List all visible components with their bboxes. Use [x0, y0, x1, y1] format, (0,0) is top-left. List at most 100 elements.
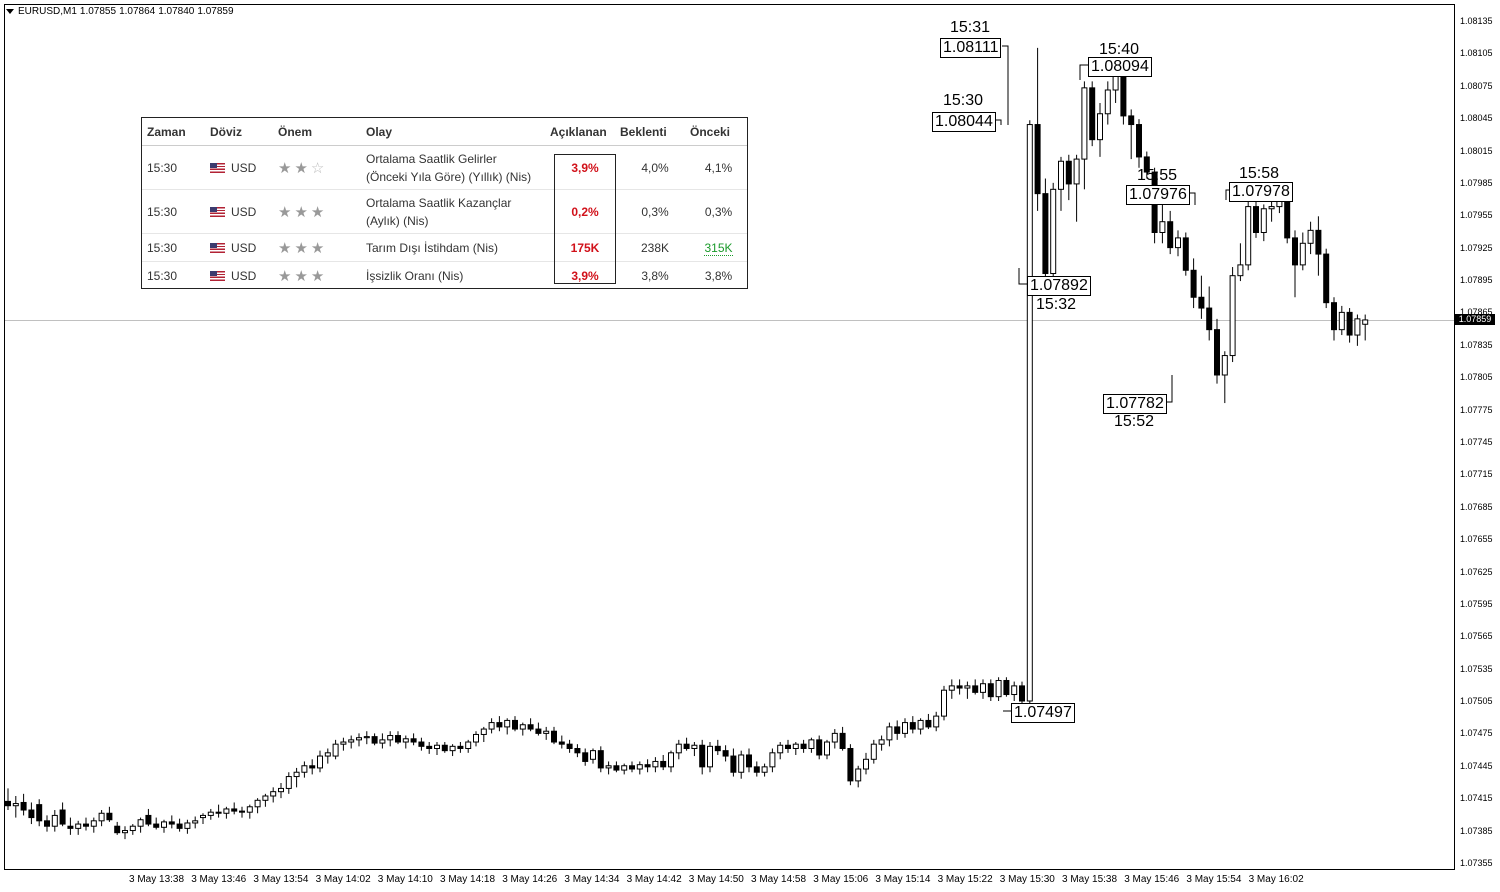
candle-body	[808, 739, 815, 749]
candle	[863, 752, 869, 775]
candle-body	[270, 791, 277, 797]
candle	[239, 806, 245, 818]
time-tick-label: 3 May 14:02	[315, 874, 371, 885]
candle-body	[746, 754, 752, 768]
candle	[480, 726, 487, 743]
event-time: 15:30	[142, 145, 210, 190]
candle-body	[629, 765, 635, 770]
candle-body	[98, 812, 105, 822]
candle	[746, 748, 752, 773]
event-currency: USD	[210, 233, 278, 262]
event-forecast: 238K	[620, 233, 690, 262]
star-icon: ★	[310, 267, 325, 285]
price-tick-label: 1.08075	[1460, 80, 1493, 91]
candle	[629, 761, 635, 773]
candle	[301, 761, 308, 778]
candle	[1346, 308, 1353, 343]
candle	[769, 748, 776, 773]
candle	[137, 817, 144, 833]
candle-body	[1143, 156, 1150, 173]
event-name[interactable]: Ortalama Saatlik Kazançlar (Aylık) (Nis)	[366, 189, 550, 234]
time-tick-label: 3 May 13:46	[191, 874, 247, 885]
table-row: 15:30 USD ★ ★ ☆ Ortalama Saatlik Gelirler(…	[142, 145, 747, 190]
candle	[574, 744, 581, 758]
candle	[1229, 267, 1236, 363]
event-previous: 3,8%	[704, 268, 733, 283]
chart-frame	[4, 4, 1455, 870]
candle	[246, 804, 253, 819]
price-tick-label: 1.07685	[1460, 501, 1493, 512]
col-header-forecast: Beklenti	[620, 118, 690, 146]
candle-body	[902, 722, 908, 734]
candle	[59, 802, 66, 827]
candle-body	[1104, 89, 1111, 115]
candle-body	[309, 765, 316, 769]
candle-body	[434, 744, 440, 749]
candle	[972, 679, 979, 695]
candle	[348, 735, 355, 749]
price-tick-label: 1.08045	[1460, 113, 1493, 124]
candle	[1221, 351, 1228, 404]
candle-body	[995, 679, 1002, 698]
event-time: 15:30	[142, 233, 210, 262]
candle-body	[122, 830, 128, 834]
annotation-time: 15:30	[943, 92, 984, 109]
chart-menu-triangle-icon[interactable]	[6, 8, 14, 14]
candle-body	[1058, 160, 1064, 190]
annotation-connector	[1018, 268, 1027, 285]
candle-body	[824, 741, 830, 756]
candle	[894, 720, 901, 740]
candle	[1097, 102, 1103, 157]
candle	[714, 739, 721, 755]
candle	[434, 742, 440, 755]
event-actual: 3,9%	[571, 268, 599, 283]
candle-body	[597, 750, 604, 769]
event-name[interactable]: İşsizlik Oranı (Nis)	[366, 268, 464, 283]
candle-body	[504, 719, 511, 728]
candle-body	[137, 819, 144, 827]
candle	[980, 679, 986, 699]
table-row: 15:30 USD ★ ★ ★ Ortalama Saatlik Kazançlar…	[142, 189, 747, 234]
us-flag-icon	[210, 243, 225, 254]
candle	[948, 679, 955, 699]
candle	[1253, 200, 1259, 238]
candle-body	[551, 730, 557, 743]
candle-body	[894, 726, 901, 734]
candle-body	[730, 755, 737, 773]
candle-body	[1034, 124, 1041, 195]
col-header-currency: Döviz	[210, 118, 278, 146]
annotation-time: 15:40	[1099, 41, 1140, 58]
star-icon: ★	[310, 239, 325, 257]
candle-body	[1042, 193, 1049, 275]
event-name[interactable]: Tarım Dışı İstihdam (Nis)	[366, 233, 550, 262]
annotation-time: 15:58	[1239, 165, 1280, 182]
event-previous: 4,1%	[690, 145, 747, 190]
candle-body	[1338, 311, 1345, 331]
candle	[363, 731, 370, 745]
candle	[1190, 258, 1197, 309]
candle-body	[1346, 311, 1353, 336]
candle	[223, 806, 230, 819]
candle	[51, 810, 58, 832]
candle-body	[886, 726, 893, 741]
importance-stars: ★ ★ ★	[278, 262, 366, 290]
candle	[192, 816, 199, 829]
candle	[270, 787, 277, 803]
candle	[293, 767, 300, 788]
price-tick-label: 1.07925	[1460, 242, 1493, 253]
candle-body	[1245, 206, 1252, 266]
candle	[184, 819, 191, 834]
event-currency: USD	[210, 189, 278, 234]
price-tick-label: 1.07775	[1460, 404, 1493, 415]
candle	[660, 754, 667, 771]
event-actual: 0,2%	[550, 189, 620, 234]
candle	[987, 679, 994, 701]
candle-body	[51, 814, 58, 827]
candle	[75, 820, 82, 835]
candle	[395, 731, 401, 745]
candle	[410, 733, 417, 746]
star-icon: ★	[310, 203, 325, 221]
event-name[interactable]: Ortalama Saatlik Gelirler (Önceki Yıla Gö…	[366, 145, 550, 190]
candle-body	[168, 821, 175, 825]
